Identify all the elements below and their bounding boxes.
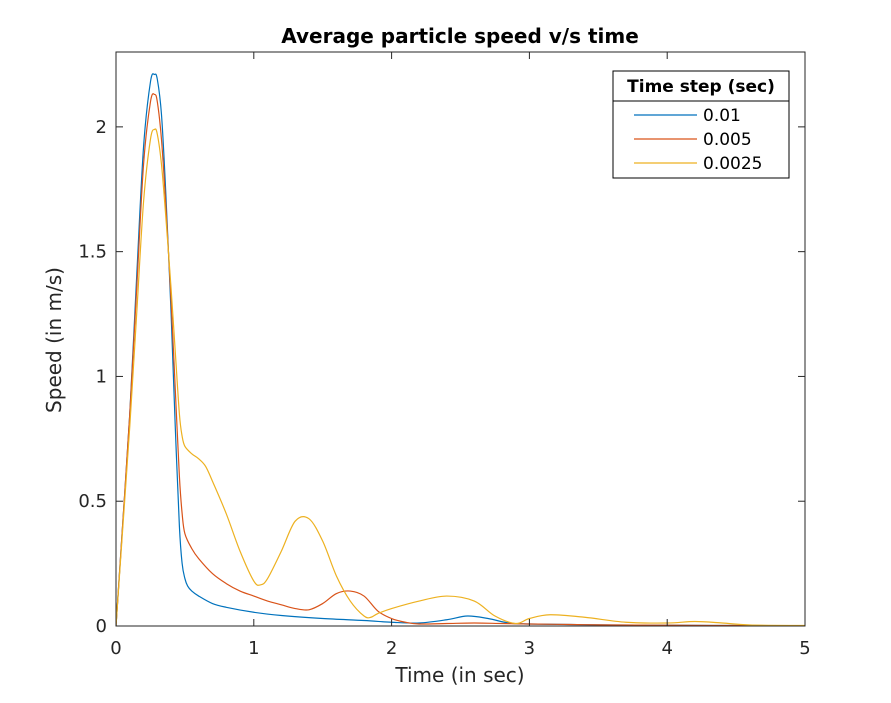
axes-box [115, 51, 806, 627]
legend-box [612, 70, 790, 179]
chart-title: Average particle speed v/s time [281, 24, 639, 48]
x-tick-label: 0 [110, 638, 121, 659]
legend: Time step (sec) 0.01 0.005 0.0025 [612, 70, 790, 179]
series-line-0-0025 [116, 128, 805, 626]
legend-label: 0.0025 [703, 154, 762, 174]
y-axis-title: Speed (in m/s) [42, 267, 66, 413]
x-tick-label: 1 [248, 638, 259, 659]
x-axis-title: Time (in sec) [394, 663, 524, 687]
y-tick-label: 1.5 [78, 242, 107, 263]
series-line-0-01 [116, 73, 805, 626]
legend-title: Time step (sec) [627, 77, 775, 97]
x-tick-label: 5 [799, 638, 810, 659]
legend-label: 0.005 [703, 130, 752, 150]
series-line-0-005 [116, 93, 805, 626]
y-tick-label: 2 [96, 117, 107, 138]
x-tick-label: 2 [386, 638, 397, 659]
x-tick-label: 3 [524, 638, 535, 659]
y-tick-label: 0.5 [78, 491, 107, 512]
legend-label: 0.01 [703, 106, 741, 126]
y-tick-label: 0 [96, 616, 107, 637]
x-tick-label: 4 [661, 638, 672, 659]
y-tick-label: 1 [96, 366, 107, 387]
